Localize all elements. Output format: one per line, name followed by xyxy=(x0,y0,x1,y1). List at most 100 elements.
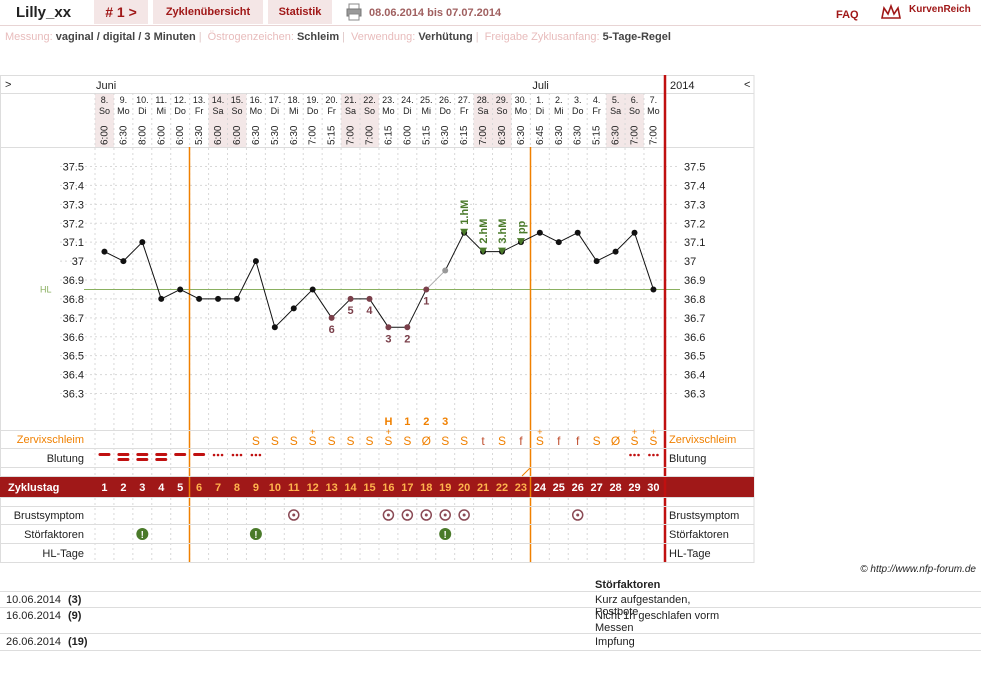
spotting-dot[interactable] xyxy=(652,453,655,457)
spotting-dot[interactable] xyxy=(633,453,636,457)
cervix-symbol[interactable]: Ø xyxy=(611,434,620,448)
cycle-day-number[interactable]: 30 xyxy=(647,482,659,494)
cycle-day-number[interactable]: 10 xyxy=(269,482,281,494)
temp-point[interactable] xyxy=(177,286,184,293)
cycle-day-number[interactable]: 24 xyxy=(534,482,547,494)
spotting-dot[interactable] xyxy=(220,453,224,457)
cycle-day-number[interactable]: 29 xyxy=(628,482,640,494)
cervix-symbol[interactable]: S xyxy=(309,434,317,448)
temp-point[interactable] xyxy=(574,229,581,236)
spotting-dot[interactable] xyxy=(637,453,640,457)
cycle-day-number[interactable]: 16 xyxy=(382,482,394,494)
spotting-dot[interactable] xyxy=(235,453,239,457)
cycle-day-number[interactable]: 17 xyxy=(401,482,413,494)
cervix-symbol[interactable]: S xyxy=(649,434,657,448)
temp-point[interactable] xyxy=(215,295,222,302)
cycle-day-number[interactable]: 11 xyxy=(288,482,300,494)
cycle-day-number[interactable]: 14 xyxy=(344,482,357,494)
print-icon[interactable] xyxy=(346,3,362,21)
cervix-symbol[interactable]: S xyxy=(290,434,298,448)
cycle-day-number[interactable]: 3 xyxy=(139,482,145,494)
logo[interactable]: KurvenReich xyxy=(909,4,971,15)
temp-point[interactable] xyxy=(139,239,146,246)
cervix-symbol[interactable]: S xyxy=(403,434,411,448)
spotting-dot[interactable] xyxy=(258,453,262,457)
cervix-symbol[interactable]: S xyxy=(365,434,373,448)
temp-point[interactable] xyxy=(555,239,562,246)
temp-point[interactable] xyxy=(612,248,619,255)
temp-point[interactable] xyxy=(423,286,430,293)
spotting-dot[interactable] xyxy=(216,453,220,457)
cycle-day-number[interactable]: 19 xyxy=(439,482,451,494)
cycle-day-number[interactable]: 9 xyxy=(253,482,259,494)
spotting-dot[interactable] xyxy=(250,453,254,457)
cycle-day-number[interactable]: 2 xyxy=(120,482,126,494)
cycle-day-number[interactable]: 8 xyxy=(234,482,240,494)
cycle-day-number[interactable]: 4 xyxy=(158,482,165,494)
temp-point[interactable] xyxy=(328,314,335,321)
temp-point[interactable] xyxy=(101,248,108,255)
cycle-day-number[interactable]: 28 xyxy=(609,482,621,494)
bleeding-mark[interactable] xyxy=(136,453,149,456)
cervix-symbol[interactable]: t xyxy=(481,434,485,448)
prev-cycle-arrow[interactable]: > xyxy=(5,79,11,91)
temp-point[interactable] xyxy=(252,258,259,265)
spotting-dot[interactable] xyxy=(656,453,659,457)
temp-point[interactable] xyxy=(593,258,600,265)
cycle-day-number[interactable]: 23 xyxy=(515,482,527,494)
cervix-symbol[interactable]: S xyxy=(252,434,260,448)
cervix-symbol[interactable]: Ø xyxy=(422,434,431,448)
spotting-dot[interactable] xyxy=(629,453,632,457)
cervix-symbol[interactable]: S xyxy=(630,434,638,448)
tab-statistics[interactable]: Statistik xyxy=(268,0,332,24)
cycle-day-number[interactable]: 13 xyxy=(326,482,338,494)
cycle-day-number[interactable]: 12 xyxy=(307,482,319,494)
bleeding-mark[interactable] xyxy=(136,458,149,461)
temp-point[interactable] xyxy=(196,295,203,302)
spotting-dot[interactable] xyxy=(231,453,235,457)
bleeding-mark[interactable] xyxy=(155,453,168,456)
temp-point[interactable] xyxy=(233,295,240,302)
bleeding-mark[interactable] xyxy=(155,458,168,461)
cycle-nav-tab[interactable]: # 1 > xyxy=(94,0,148,24)
cervix-symbol[interactable]: S xyxy=(536,434,544,448)
temp-point[interactable] xyxy=(442,267,449,274)
faq-link[interactable]: FAQ xyxy=(836,9,859,21)
cycle-day-number[interactable]: 25 xyxy=(553,482,565,494)
disturbance-icon[interactable] xyxy=(249,528,262,540)
spotting-dot[interactable] xyxy=(254,453,258,457)
cycle-day-number[interactable]: 20 xyxy=(458,482,470,494)
temp-point[interactable] xyxy=(347,295,354,302)
spotting-dot[interactable] xyxy=(212,453,216,457)
disturbance-icon[interactable] xyxy=(136,528,149,540)
temp-point[interactable] xyxy=(309,286,316,293)
temp-point[interactable] xyxy=(290,305,297,312)
cycle-day-number[interactable]: 5 xyxy=(177,482,183,494)
bleeding-mark[interactable] xyxy=(117,453,130,456)
cervix-symbol[interactable]: f xyxy=(519,434,523,448)
cycle-day-number[interactable]: 1 xyxy=(101,482,107,494)
next-cycle-arrow[interactable]: < xyxy=(744,79,750,91)
temp-point[interactable] xyxy=(385,324,392,331)
temp-point[interactable] xyxy=(120,258,127,265)
cervix-symbol[interactable]: S xyxy=(460,434,468,448)
disturbance-icon[interactable] xyxy=(439,528,452,540)
cervix-symbol[interactable]: S xyxy=(441,434,449,448)
cycle-day-number[interactable]: 6 xyxy=(196,482,202,494)
cycle-day-number[interactable]: 26 xyxy=(572,482,584,494)
temp-point[interactable] xyxy=(650,286,657,293)
bleeding-mark[interactable] xyxy=(117,458,130,461)
cervix-symbol[interactable]: S xyxy=(498,434,506,448)
cervix-symbol[interactable]: S xyxy=(328,434,336,448)
cervix-symbol[interactable]: f xyxy=(557,434,561,448)
bleeding-mark[interactable] xyxy=(98,453,111,456)
cervix-symbol[interactable]: S xyxy=(347,434,355,448)
temp-point[interactable] xyxy=(271,324,278,331)
bleeding-mark[interactable] xyxy=(174,453,187,456)
cervix-symbol[interactable]: f xyxy=(576,434,580,448)
user-name[interactable]: Lilly_xx xyxy=(16,4,72,21)
cycle-day-number[interactable]: 7 xyxy=(215,482,221,494)
temp-point[interactable] xyxy=(631,229,638,236)
cervix-symbol[interactable]: S xyxy=(593,434,601,448)
cervix-symbol[interactable]: S xyxy=(384,434,392,448)
